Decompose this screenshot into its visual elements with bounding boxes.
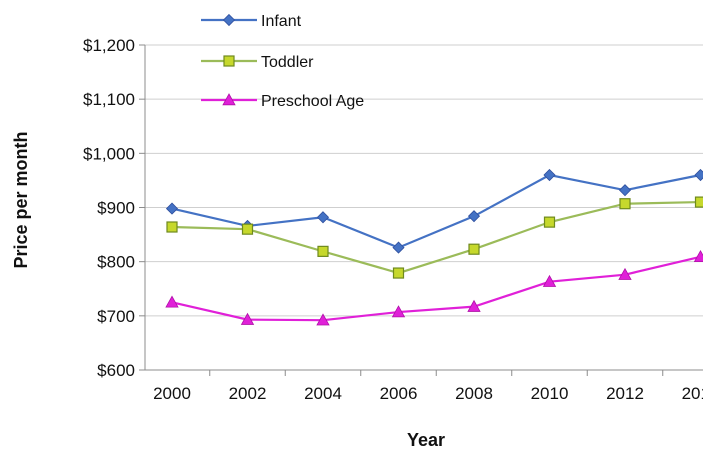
- y-tick-labels: $600 $700 $800 $900 $1,000 $1,100 $1,200: [83, 36, 135, 380]
- data-point-1-1: [241, 223, 254, 235]
- data-point-1-7: [694, 196, 703, 208]
- series-line-2: [171, 255, 701, 322]
- y-axis-title: Price per month: [11, 131, 31, 268]
- legend-marker-1: [223, 55, 235, 67]
- data-point-2-0: [165, 295, 179, 308]
- data-point-2-5: [542, 274, 557, 287]
- data-point-0-7: [694, 168, 703, 182]
- legend-marker-2: [222, 93, 236, 106]
- data-point-0-0: [165, 202, 179, 215]
- x-tick-label-1: 2002: [229, 384, 267, 403]
- data-point-2-2: [316, 313, 330, 326]
- x-tick-labels: 2000 2002 2004 2006 2008 2010 2012 2014: [153, 384, 703, 403]
- legend: Infant Toddler Preschool Age: [201, 13, 364, 110]
- series-line-0: [171, 173, 701, 249]
- legend-label-0: Infant: [261, 13, 302, 30]
- y-tick-label-4: $1,000: [83, 144, 135, 163]
- series-line-1: [171, 200, 701, 275]
- data-point-1-0: [166, 221, 178, 233]
- data-point-1-3: [392, 267, 405, 279]
- data-point-2-6: [618, 267, 632, 280]
- x-tick-label-3: 2006: [380, 384, 418, 403]
- y-tick-label-0: $600: [97, 361, 135, 380]
- data-point-0-4: [467, 210, 481, 223]
- data-point-0-2: [316, 211, 330, 224]
- x-tick-label-7: 2014: [682, 384, 703, 403]
- data-point-0-6: [618, 184, 632, 197]
- data-point-2-3: [391, 305, 406, 318]
- x-tick-label-4: 2008: [455, 384, 493, 403]
- y-tick-label-3: $900: [97, 199, 135, 218]
- y-tick-label-5: $1,100: [83, 90, 135, 109]
- data-point-1-6: [619, 198, 631, 210]
- x-tick-label-0: 2000: [153, 384, 191, 403]
- y-tick-label-2: $800: [97, 253, 135, 272]
- data-point-1-2: [317, 245, 329, 257]
- data-point-1-5: [543, 216, 556, 228]
- data-point-1-4: [468, 243, 480, 255]
- legend-marker-0: [222, 13, 236, 27]
- data-point-2-7: [693, 249, 703, 262]
- legend-label-2: Preschool Age: [261, 93, 364, 110]
- data-point-2-4: [467, 299, 481, 312]
- y-tick-label-6: $1,200: [83, 36, 135, 55]
- axes: [139, 44, 703, 376]
- data-point-2-1: [240, 312, 255, 325]
- x-tick-label-5: 2010: [531, 384, 569, 403]
- x-axis-title: Year: [407, 430, 445, 450]
- series-lines: [165, 168, 703, 326]
- y-tick-label-1: $700: [97, 307, 135, 326]
- data-point-0-3: [392, 241, 405, 254]
- x-tick-label-6: 2012: [606, 384, 644, 403]
- legend-label-1: Toddler: [261, 54, 314, 71]
- x-tick-label-2: 2004: [304, 384, 342, 403]
- data-point-0-5: [543, 168, 556, 182]
